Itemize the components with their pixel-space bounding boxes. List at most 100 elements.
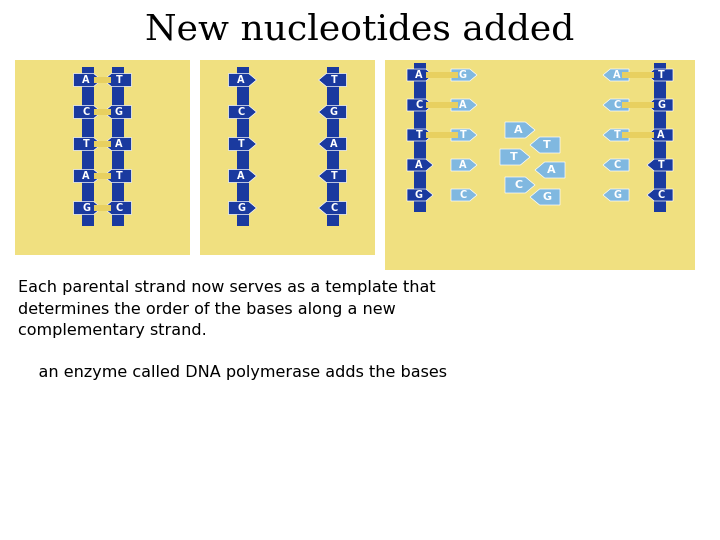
Bar	[94, 109, 111, 115]
Text: G: G	[542, 192, 552, 202]
Polygon shape	[407, 159, 433, 171]
Polygon shape	[104, 170, 132, 183]
Polygon shape	[603, 69, 629, 81]
Polygon shape	[407, 99, 433, 111]
Text: A: A	[657, 130, 665, 140]
Polygon shape	[647, 189, 673, 201]
FancyBboxPatch shape	[200, 60, 375, 255]
Polygon shape	[407, 129, 433, 141]
Text: T: T	[543, 140, 551, 150]
FancyBboxPatch shape	[385, 60, 695, 270]
Polygon shape	[535, 162, 565, 178]
Text: C: C	[613, 160, 621, 170]
Bar	[94, 77, 111, 83]
Text: C: C	[415, 100, 423, 110]
Text: A: A	[330, 139, 338, 149]
Polygon shape	[318, 170, 346, 183]
Polygon shape	[647, 99, 673, 111]
Text: T: T	[83, 139, 89, 149]
Text: G: G	[330, 107, 338, 117]
Text: G: G	[459, 70, 467, 80]
Bar	[426, 72, 458, 78]
Text: A: A	[83, 75, 90, 85]
Text: C: C	[115, 203, 122, 213]
Text: T: T	[115, 171, 122, 181]
Text: A: A	[459, 160, 467, 170]
Bar	[94, 173, 111, 179]
Text: G: G	[82, 203, 90, 213]
Polygon shape	[451, 69, 477, 81]
Text: C: C	[613, 100, 621, 110]
Text: C: C	[514, 180, 523, 190]
Text: T: T	[330, 75, 337, 85]
Bar	[326, 67, 338, 226]
Text: A: A	[514, 125, 523, 135]
Polygon shape	[228, 73, 256, 86]
Polygon shape	[530, 137, 560, 153]
Polygon shape	[647, 129, 673, 141]
Bar	[654, 63, 666, 212]
Text: T: T	[658, 70, 665, 80]
Text: G: G	[114, 107, 123, 117]
Bar	[426, 132, 458, 138]
Text: G: G	[657, 100, 665, 110]
Text: A: A	[238, 75, 245, 85]
Text: C: C	[238, 107, 245, 117]
Text: A: A	[83, 171, 90, 181]
Bar	[414, 63, 426, 212]
Bar	[94, 141, 111, 147]
Polygon shape	[530, 189, 560, 205]
Polygon shape	[228, 138, 256, 151]
Polygon shape	[228, 201, 256, 214]
Polygon shape	[603, 99, 629, 111]
Polygon shape	[73, 201, 102, 214]
Polygon shape	[505, 177, 535, 193]
Bar	[112, 67, 124, 226]
Polygon shape	[451, 99, 477, 111]
Polygon shape	[73, 138, 102, 151]
Bar	[236, 67, 248, 226]
Polygon shape	[318, 105, 346, 118]
Text: C: C	[657, 190, 665, 200]
Text: A: A	[613, 70, 621, 80]
Polygon shape	[228, 170, 256, 183]
Polygon shape	[318, 73, 346, 86]
Polygon shape	[104, 138, 132, 151]
Text: T: T	[415, 130, 422, 140]
Text: New nucleotides added: New nucleotides added	[145, 13, 575, 47]
Text: an enzyme called DNA polymerase adds the bases: an enzyme called DNA polymerase adds the…	[18, 365, 447, 380]
Text: C: C	[459, 190, 467, 200]
Polygon shape	[407, 189, 433, 201]
Bar	[622, 132, 654, 138]
Text: T: T	[459, 130, 466, 140]
Polygon shape	[451, 159, 477, 171]
Text: G: G	[415, 190, 423, 200]
Text: A: A	[238, 171, 245, 181]
Polygon shape	[104, 105, 132, 118]
Polygon shape	[603, 159, 629, 171]
Text: C: C	[83, 107, 90, 117]
Text: Each parental strand now serves as a template that
determines the order of the b: Each parental strand now serves as a tem…	[18, 280, 436, 338]
Polygon shape	[407, 69, 433, 81]
Text: T: T	[510, 152, 517, 162]
Text: A: A	[547, 165, 556, 175]
Polygon shape	[318, 201, 346, 214]
Polygon shape	[603, 189, 629, 201]
Polygon shape	[603, 129, 629, 141]
Text: A: A	[415, 70, 423, 80]
Text: A: A	[415, 160, 423, 170]
Text: A: A	[115, 139, 122, 149]
Bar	[94, 205, 111, 211]
Polygon shape	[505, 122, 535, 138]
Polygon shape	[451, 129, 477, 141]
Polygon shape	[451, 189, 477, 201]
Polygon shape	[73, 170, 102, 183]
Text: T: T	[238, 139, 245, 149]
Bar	[81, 67, 94, 226]
Text: G: G	[613, 190, 621, 200]
Text: A: A	[459, 100, 467, 110]
Polygon shape	[73, 105, 102, 118]
Polygon shape	[104, 73, 132, 86]
Text: T: T	[658, 160, 665, 170]
Bar	[622, 102, 654, 108]
